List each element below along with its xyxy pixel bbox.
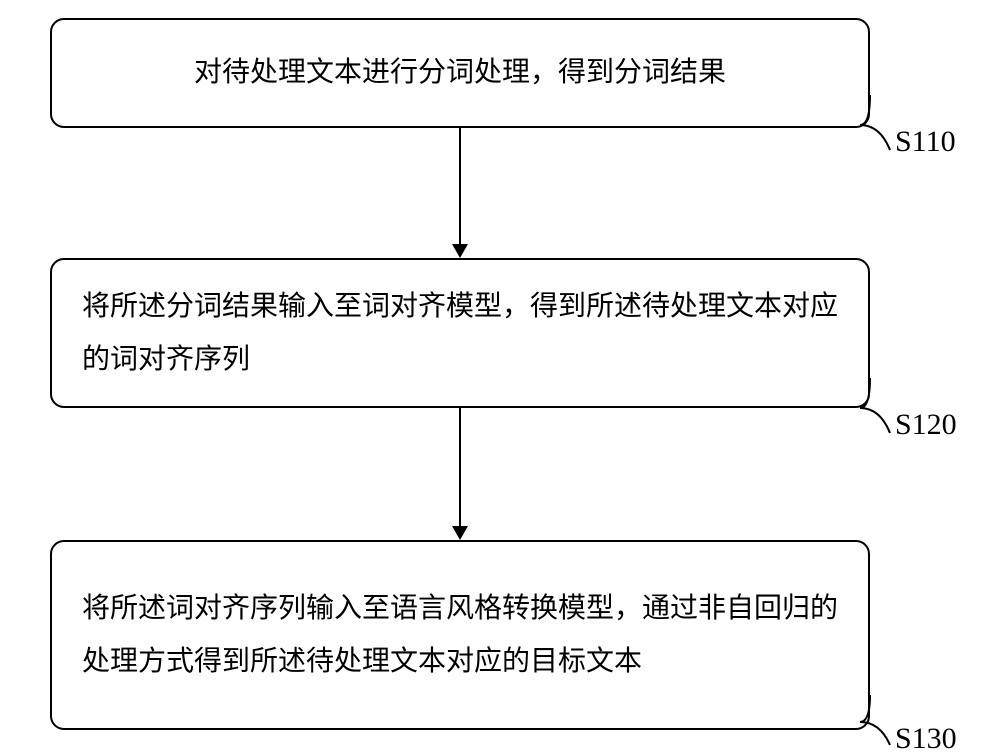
connector-2-3 <box>459 408 461 526</box>
arrow-2-3 <box>452 526 468 540</box>
step-label-3: S130 <box>895 722 957 756</box>
flow-step-3-text: 将所述词对齐序列输入至语言风格转换模型，通过非自回归的处理方式得到所述待处理文本… <box>82 582 838 688</box>
flow-step-1: 对待处理文本进行分词处理，得到分词结果 <box>50 18 870 128</box>
flowchart-container: 对待处理文本进行分词处理，得到分词结果 S110 将所述分词结果输入至词对齐模型… <box>0 0 1000 755</box>
connector-1-2 <box>459 128 461 244</box>
flow-step-3: 将所述词对齐序列输入至语言风格转换模型，通过非自回归的处理方式得到所述待处理文本… <box>50 540 870 730</box>
flow-step-1-text: 对待处理文本进行分词处理，得到分词结果 <box>82 46 838 99</box>
step-label-1: S110 <box>895 125 956 159</box>
arrow-1-2 <box>452 244 468 258</box>
flow-step-2-text: 将所述分词结果输入至词对齐模型，得到所述待处理文本对应的词对齐序列 <box>82 280 838 386</box>
step-label-2: S120 <box>895 408 957 442</box>
flow-step-2: 将所述分词结果输入至词对齐模型，得到所述待处理文本对应的词对齐序列 <box>50 258 870 408</box>
